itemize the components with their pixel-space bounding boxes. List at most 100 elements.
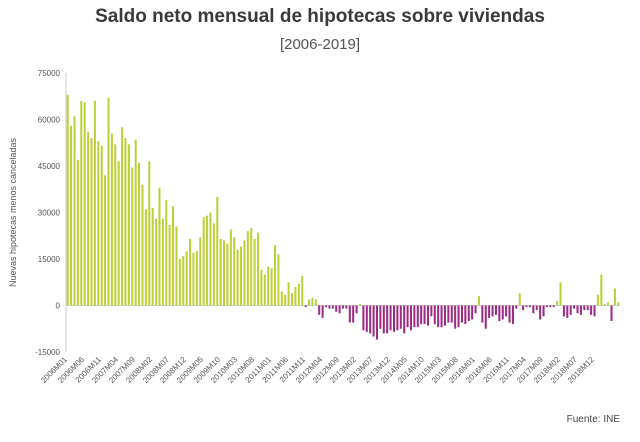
bar (443, 305, 446, 326)
bar (573, 305, 576, 309)
bar (610, 305, 613, 321)
bar (314, 299, 317, 306)
bar (345, 305, 348, 309)
bar (178, 259, 181, 306)
bar (321, 305, 324, 318)
bar (240, 246, 243, 306)
bar (426, 305, 429, 326)
bar (280, 291, 283, 306)
bar (600, 274, 603, 306)
bar (90, 138, 93, 306)
bar (566, 305, 569, 318)
bar (212, 223, 215, 306)
bar (284, 294, 287, 306)
bar (535, 305, 538, 311)
bar (433, 305, 436, 325)
bar (304, 305, 307, 308)
chart-title: Saldo neto mensual de hipotecas sobre vi… (95, 6, 545, 27)
bar (542, 305, 545, 317)
bar (185, 251, 188, 306)
bars-group (66, 94, 620, 340)
bar (100, 145, 103, 306)
bar (460, 305, 463, 323)
bar (250, 228, 253, 306)
bar (114, 144, 117, 306)
bar (97, 141, 100, 306)
bar (416, 305, 419, 328)
bar (257, 232, 260, 306)
bar (505, 305, 508, 317)
bar (525, 305, 528, 308)
bar (294, 286, 297, 306)
bar (617, 302, 620, 306)
bar (144, 209, 147, 306)
bar (121, 127, 124, 306)
bar (127, 144, 130, 306)
bar (501, 305, 504, 320)
bar (362, 305, 365, 331)
bar (219, 238, 222, 306)
bar (291, 293, 294, 306)
bar (216, 197, 219, 306)
bar (287, 282, 290, 306)
bar (243, 240, 246, 306)
bar (148, 161, 151, 306)
bar (141, 184, 144, 306)
bar (369, 305, 372, 334)
bar (389, 305, 392, 331)
bar (80, 100, 83, 306)
bar (117, 161, 120, 306)
bar (552, 305, 555, 308)
bar (161, 218, 164, 306)
bar (596, 294, 599, 306)
bar (199, 237, 202, 306)
bar (559, 282, 562, 306)
bar (202, 217, 205, 306)
bar (413, 305, 416, 328)
bar (430, 305, 433, 317)
bar (307, 299, 311, 306)
bar (195, 251, 198, 306)
bar (399, 305, 402, 329)
bar (420, 305, 423, 325)
bar (613, 288, 616, 306)
bar (331, 305, 334, 309)
bar (423, 305, 426, 325)
bar (274, 245, 277, 306)
bar (467, 305, 470, 321)
bar (372, 305, 375, 337)
bar (138, 162, 141, 306)
bar (590, 305, 593, 315)
bar (226, 243, 229, 306)
y-tick-label: 15000 (38, 255, 61, 264)
bar (569, 305, 572, 315)
bar (528, 305, 531, 308)
bar (382, 305, 385, 334)
bar (494, 305, 497, 315)
bar (518, 293, 521, 306)
bar (233, 237, 236, 306)
bar (348, 305, 351, 323)
bar (586, 305, 589, 311)
bar (192, 252, 195, 306)
bar (253, 238, 256, 306)
bar (522, 305, 525, 311)
bar (267, 266, 270, 306)
bar (66, 94, 69, 306)
bar (471, 305, 474, 320)
bar (498, 305, 501, 321)
bar (263, 274, 266, 306)
bar (392, 305, 395, 332)
bar (454, 305, 457, 329)
bar (110, 133, 113, 306)
bar (437, 305, 440, 328)
bar (440, 305, 443, 328)
bar (131, 167, 134, 306)
bar (175, 226, 178, 306)
bar (358, 303, 362, 306)
bar (375, 305, 379, 340)
bar (508, 305, 511, 323)
bar (341, 305, 345, 309)
bar (301, 276, 304, 306)
y-tick-label: 45000 (38, 162, 61, 171)
